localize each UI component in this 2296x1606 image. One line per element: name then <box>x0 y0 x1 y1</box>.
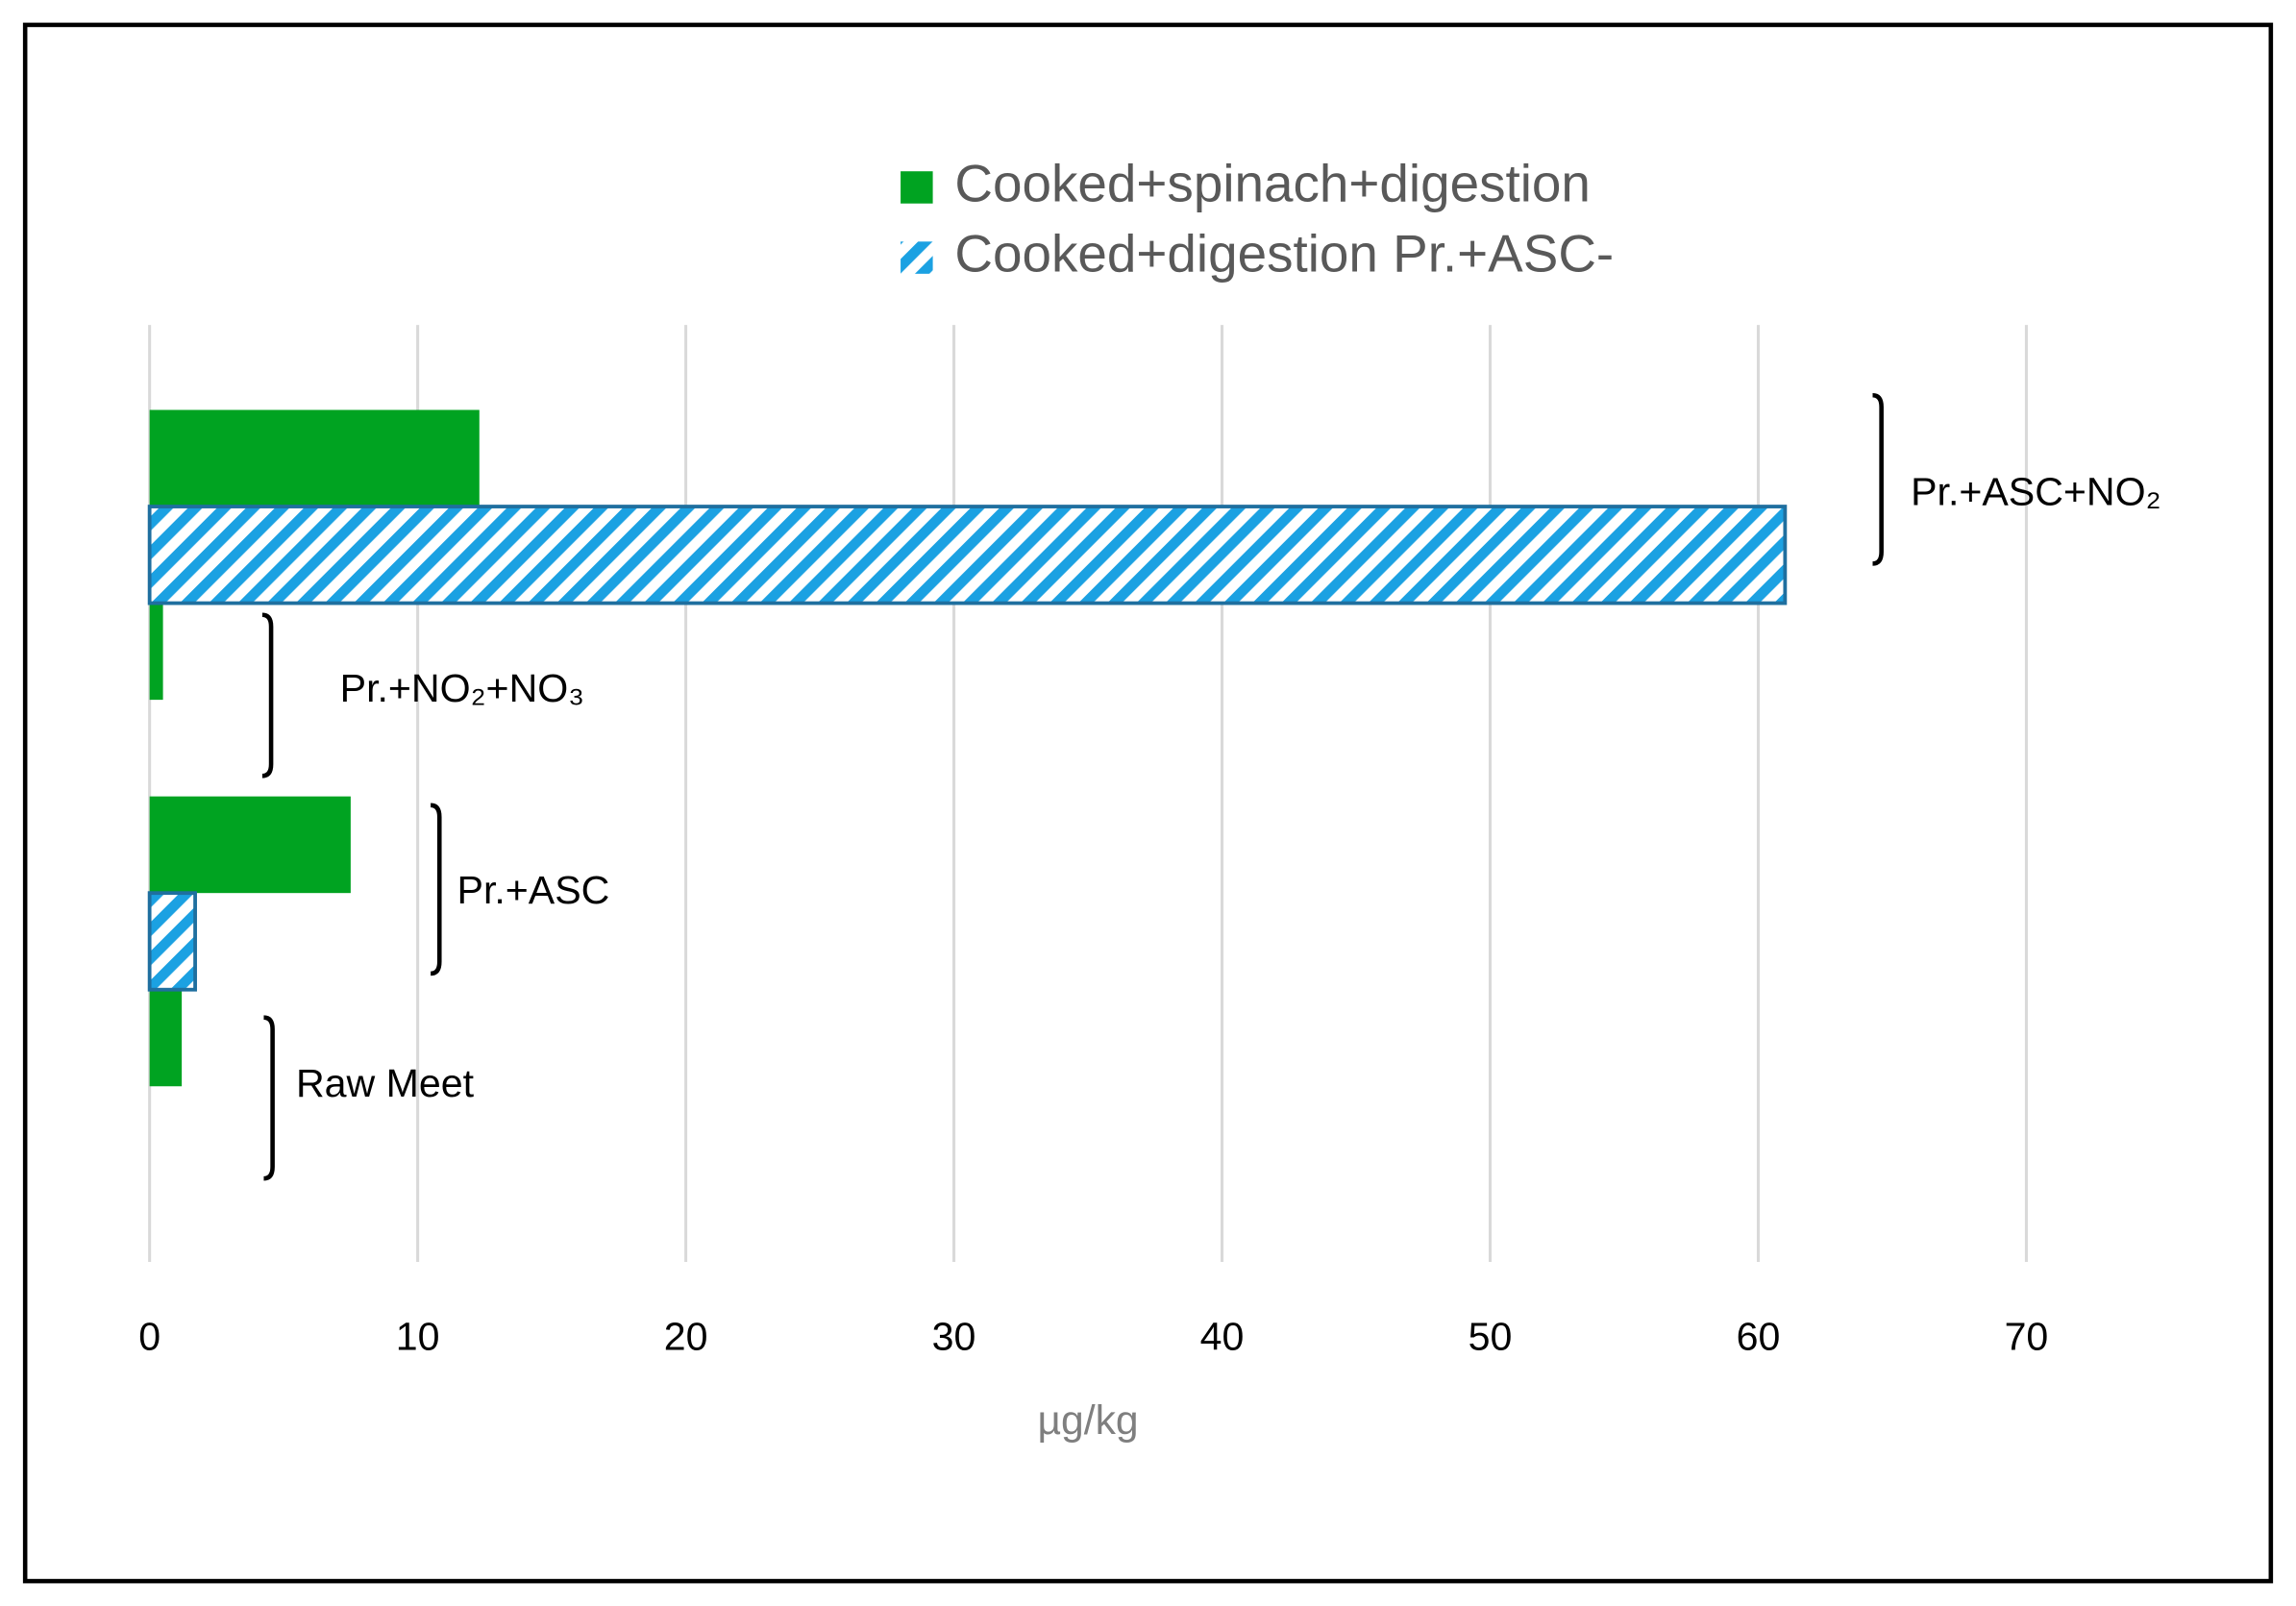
x-tick-label: 0 <box>138 1315 160 1359</box>
x-tick-label: 10 <box>396 1315 440 1359</box>
bracket <box>261 612 274 778</box>
category-label: Raw Meet <box>296 1061 475 1105</box>
frame <box>22 22 2274 1584</box>
bar <box>149 409 480 507</box>
bar <box>147 891 197 992</box>
legend-label: Cooked+digestion Pr.+ASC- <box>954 224 1614 284</box>
x-tick-label: 30 <box>932 1315 976 1359</box>
bar <box>149 796 351 894</box>
category-label: Pr.+NO₂+NO₃ <box>340 666 584 710</box>
category-label: Pr.+ASC <box>457 868 610 912</box>
bracket <box>1872 392 1884 566</box>
bar <box>147 505 1788 605</box>
category-label: Pr.+ASC+NO₂ <box>1911 470 2160 514</box>
x-tick-label: 70 <box>2005 1315 2049 1359</box>
x-tick-label: 40 <box>1200 1315 1245 1359</box>
x-axis-label: µg/kg <box>1037 1397 1138 1444</box>
legend-swatch <box>901 171 933 204</box>
bracket <box>263 1015 275 1181</box>
bracket <box>430 803 442 976</box>
x-tick-label: 50 <box>1469 1315 1513 1359</box>
bar <box>149 603 163 701</box>
legend-swatch <box>901 241 933 274</box>
legend-label: Cooked+spinach+digestion <box>954 153 1590 212</box>
x-tick-label: 60 <box>1737 1315 1781 1359</box>
bar <box>149 989 183 1087</box>
x-tick-label: 20 <box>664 1315 708 1359</box>
